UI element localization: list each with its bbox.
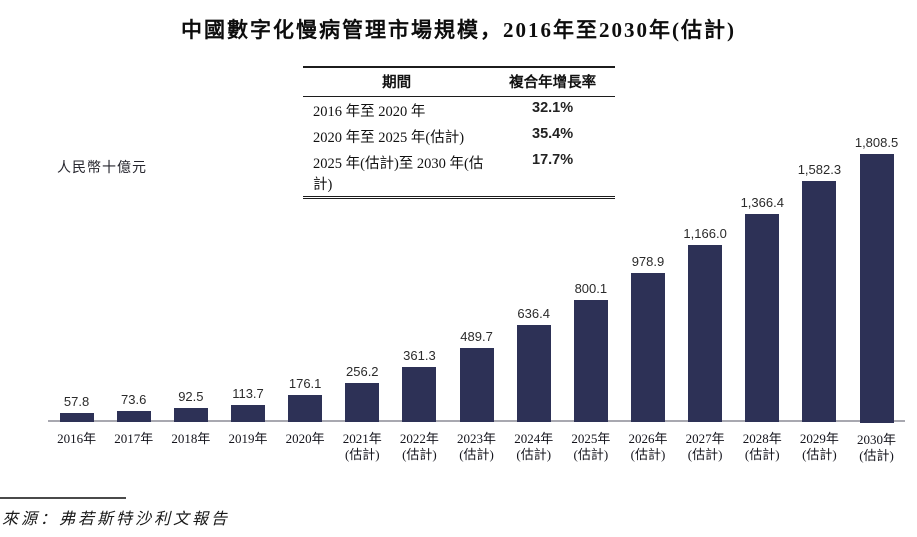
- x-axis-label: 2028年 (估計): [742, 431, 782, 463]
- cagr-cell: 35.4%: [532, 125, 574, 142]
- bar-group: 113.7 2019年: [219, 135, 276, 465]
- bar-group: 73.6 2017年: [105, 135, 162, 465]
- source-divider: [0, 497, 126, 499]
- bar-group: 1,366.4 2028年 (估計): [734, 135, 791, 465]
- bar-group: 92.5 2018年: [162, 135, 219, 465]
- bar-group: 176.1 2020年: [277, 135, 334, 465]
- bar-value-label: 636.4: [517, 306, 550, 322]
- period-cell: 2016 年至 2020 年: [313, 103, 426, 120]
- table-row: 2016 年至 2020 年 32.1%: [303, 97, 615, 123]
- bar-value-label: 73.6: [121, 391, 147, 407]
- bar-value-label: 57.8: [63, 394, 90, 410]
- bar: [688, 244, 723, 422]
- x-axis-label: 2027年 (估計): [685, 431, 725, 463]
- x-axis-label: 2025年 (估計): [571, 431, 611, 463]
- bar: [230, 404, 265, 422]
- bar-value-label: 176.1: [288, 376, 322, 392]
- x-axis-label: 2018年: [171, 431, 211, 446]
- x-axis-label: 2029年 (估計): [799, 431, 839, 463]
- bar-group: 1,166.0 2027年 (估計): [677, 135, 734, 465]
- x-axis-label: 2020年: [285, 431, 325, 446]
- cagr-cell: 17.7%: [532, 151, 574, 168]
- bar-group: 489.7 2023年 (估計): [448, 135, 505, 465]
- cagr-table-header: 期間 複合年增長率: [303, 68, 615, 97]
- bar-group: 636.4 2024年 (估計): [505, 135, 562, 465]
- bar: [402, 367, 437, 422]
- period-cell: 2020 年至 2025 年(估計): [313, 129, 465, 146]
- period-cell: 2025 年(估計)至 2030 年(估計): [313, 155, 484, 193]
- bar-group: 57.8 2016年: [48, 135, 105, 465]
- bar: [630, 273, 665, 422]
- bar: [516, 325, 551, 422]
- bar-value-label: 489.7: [460, 328, 493, 344]
- x-axis-label: 2030年 (估計): [857, 431, 897, 464]
- bar-value-label: 1,582.3: [797, 162, 842, 178]
- source-note: 來源：弗若斯特沙利文報告: [2, 511, 231, 528]
- bar: [116, 410, 151, 422]
- table-row: 2025 年(估計)至 2030 年(估計) 17.7%: [303, 149, 615, 196]
- bar-group: 978.9 2026年 (估計): [619, 135, 676, 465]
- bar-group: 800.1 2025年 (估計): [562, 135, 619, 465]
- cagr-header-cell: 複合年增長率: [509, 75, 597, 91]
- bar-value-label: 1,808.5: [854, 135, 899, 150]
- bar: [288, 395, 323, 422]
- bar-group: 1,808.5 2030年 (估計): [848, 135, 905, 465]
- bar-group: 361.3 2022年 (估計): [391, 135, 448, 465]
- bar-value-label: 978.9: [631, 254, 665, 270]
- bar-value-label: 1,366.4: [740, 195, 784, 211]
- x-axis-label: 2021年 (估計): [342, 431, 382, 463]
- x-axis-label: 2026年 (估計): [628, 431, 668, 463]
- x-axis-label: 2017年: [114, 431, 154, 446]
- bar: [59, 413, 94, 422]
- period-header-cell: 期間: [382, 75, 412, 91]
- bar-group: 256.2 2021年 (估計): [334, 135, 391, 465]
- cagr-table: 期間 複合年增長率 2016 年至 2020 年 32.1% 2020 年至 2…: [303, 66, 615, 199]
- bar: [745, 214, 780, 422]
- bar-value-label: 361.3: [403, 348, 436, 364]
- bar-value-label: 1,166.0: [683, 225, 727, 241]
- y-axis-label: 人民幣十億元: [57, 161, 147, 176]
- bar: [173, 407, 208, 422]
- bar: [345, 383, 380, 422]
- chart-title: 中國數字化慢病管理市場規模，2016年至2030年(估計): [181, 18, 736, 42]
- bar: [459, 347, 494, 422]
- bar-series: 57.8 2016年 73.6 2017年 92.5 2018年 113.7 2019年 176…: [48, 135, 905, 465]
- bar: [859, 154, 894, 423]
- table-row: 2020 年至 2025 年(估計) 35.4%: [303, 123, 615, 149]
- bar-value-label: 256.2: [346, 364, 379, 379]
- bar-chart: 57.8 2016年 73.6 2017年 92.5 2018年 113.7 2019年 176…: [48, 135, 905, 465]
- x-axis-label: 2024年 (估計): [514, 431, 554, 463]
- cagr-cell: 32.1%: [532, 99, 574, 116]
- bar-group: 1,582.3 2029年 (估計): [791, 135, 848, 465]
- x-axis-label: 2023年 (估計): [457, 431, 497, 463]
- x-axis-label: 2016年: [57, 431, 97, 446]
- bar-value-label: 92.5: [178, 388, 204, 404]
- bar: [802, 181, 837, 422]
- x-axis-label: 2019年: [228, 431, 268, 446]
- bar-value-label: 113.7: [232, 385, 264, 401]
- bar-value-label: 800.1: [574, 281, 608, 297]
- x-axis-label: 2022年 (估計): [399, 431, 439, 463]
- bar: [573, 300, 608, 422]
